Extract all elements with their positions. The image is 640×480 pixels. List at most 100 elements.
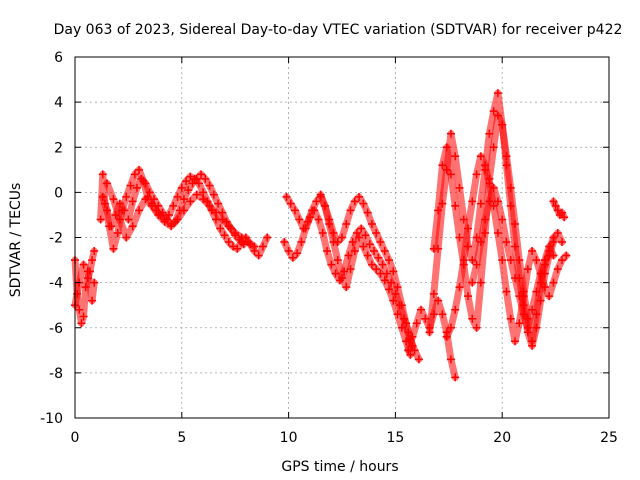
- data-point: [553, 206, 562, 215]
- data-point: [205, 181, 214, 190]
- y-tick-label: -6: [49, 321, 63, 337]
- data-point: [122, 192, 131, 201]
- data-point: [320, 201, 329, 210]
- data-point: [109, 244, 118, 253]
- data-point: [124, 215, 133, 224]
- data-point: [562, 251, 571, 260]
- data-point: [90, 278, 99, 287]
- data-point: [389, 267, 398, 276]
- data-point: [468, 314, 477, 323]
- data-point: [502, 287, 511, 296]
- data-point: [417, 305, 426, 314]
- data-point: [506, 256, 515, 265]
- data-point: [237, 233, 246, 242]
- data-point: [545, 242, 554, 251]
- data-point: [192, 174, 201, 183]
- data-point: [169, 201, 178, 210]
- chart-title: Day 063 of 2023, Sidereal Day-to-day VTE…: [54, 22, 623, 38]
- x-tick-label: 15: [386, 430, 404, 446]
- data-point: [489, 183, 498, 192]
- data-point: [397, 323, 406, 332]
- data-point: [338, 233, 346, 242]
- data-point: [291, 206, 300, 215]
- data-point: [404, 346, 413, 355]
- data-point: [280, 238, 289, 247]
- data-point: [528, 337, 537, 346]
- data-point: [498, 215, 507, 224]
- data-point: [511, 274, 520, 283]
- x-tick-labels: 0 5 10 15 20 25: [71, 430, 618, 446]
- data-point: [511, 337, 520, 346]
- data-point: [549, 278, 558, 287]
- data-point: [115, 215, 124, 224]
- data-point: [244, 238, 253, 247]
- data-point: [199, 195, 208, 204]
- data-point: [374, 253, 383, 262]
- data-point: [438, 310, 447, 319]
- y-tick-label: -4: [49, 276, 63, 292]
- data-point: [455, 283, 464, 292]
- data-point: [393, 283, 402, 292]
- data-point: [167, 222, 176, 231]
- data-point: [160, 217, 169, 226]
- data-point: [308, 206, 317, 215]
- data-point: [408, 332, 417, 341]
- x-tick-label: 5: [177, 430, 186, 446]
- y-tick-label: 4: [54, 95, 63, 111]
- data-point: [485, 197, 494, 206]
- data-point: [506, 183, 515, 192]
- data-point: [346, 265, 355, 274]
- data-point: [446, 355, 455, 364]
- data-point: [389, 296, 398, 305]
- data-point: [472, 323, 481, 332]
- axis-ticks: [74, 56, 610, 419]
- data-series-group: [71, 89, 571, 382]
- data-point: [553, 228, 562, 237]
- data-point: [429, 289, 438, 298]
- data-point: [150, 195, 159, 204]
- data-point: [128, 222, 137, 231]
- data-point: [540, 283, 549, 292]
- data-point: [77, 319, 86, 328]
- data-point: [414, 355, 423, 364]
- data-point: [90, 247, 99, 256]
- data-point: [515, 256, 524, 265]
- data-point: [367, 260, 376, 269]
- data-point: [137, 174, 146, 183]
- data-point: [109, 195, 118, 204]
- data-point: [464, 224, 473, 233]
- data-point: [519, 310, 528, 319]
- data-point: [293, 249, 302, 258]
- data-point: [186, 197, 195, 206]
- data-point: [515, 319, 524, 328]
- data-point: [192, 190, 201, 199]
- data-point: [380, 247, 389, 256]
- data-point: [459, 256, 468, 265]
- x-tick-label: 0: [71, 430, 80, 446]
- data-point: [549, 251, 558, 260]
- data-point: [502, 238, 511, 247]
- data-point: [363, 251, 372, 260]
- data-point: [372, 228, 381, 237]
- data-point: [98, 192, 107, 201]
- data-point: [412, 319, 421, 328]
- data-point: [549, 197, 558, 206]
- data-point: [342, 219, 351, 228]
- data-point: [147, 201, 156, 210]
- data-point: [355, 233, 364, 242]
- data-point: [370, 247, 379, 256]
- data-point: [197, 170, 206, 179]
- data-point: [299, 224, 308, 233]
- data-point: [493, 197, 502, 206]
- data-point: [485, 179, 494, 188]
- data-point: [316, 190, 325, 199]
- data-point: [558, 256, 567, 265]
- y-axis-label: SDTVAR / TECUs: [8, 183, 24, 298]
- data-point: [258, 242, 267, 251]
- y-tick-label: 2: [54, 140, 63, 156]
- data-point: [397, 301, 406, 310]
- data-point: [498, 256, 507, 265]
- data-point: [173, 215, 182, 224]
- data-point: [438, 161, 447, 170]
